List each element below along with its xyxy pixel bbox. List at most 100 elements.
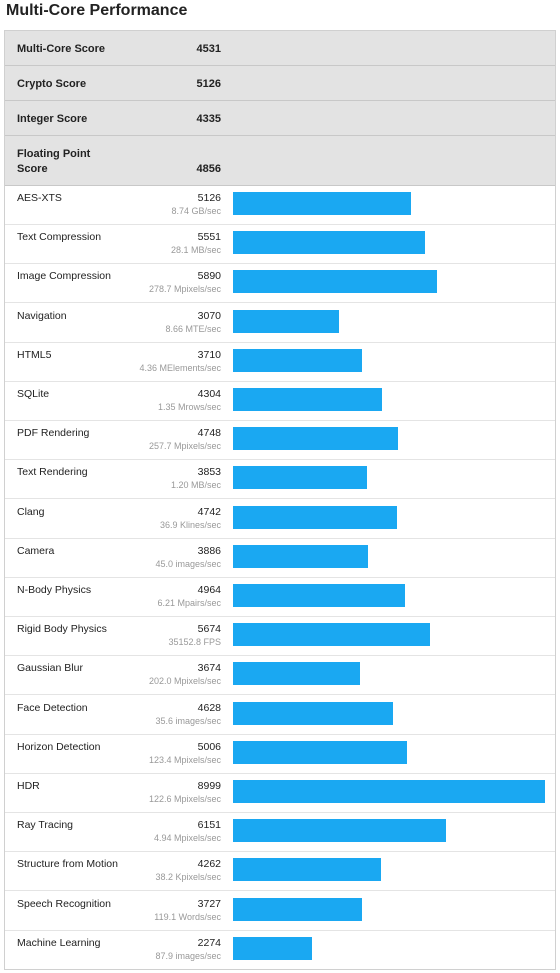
benchmark-score: 3886	[197, 544, 221, 557]
benchmark-row: Ray Tracing 6151 4.94 Mpixels/sec	[5, 813, 555, 853]
score-label: Multi-Core Score	[17, 43, 106, 55]
benchmark-name: Rigid Body Physics	[17, 623, 107, 636]
benchmark-name: Structure from Motion	[17, 858, 118, 871]
benchmark-row: Rigid Body Physics 5674 35152.8 FPS	[5, 617, 555, 657]
benchmark-rate: 35.6 images/sec	[155, 715, 221, 726]
benchmark-score: 4628	[197, 701, 221, 714]
multi-core-score-row: Multi-Core Score 4531	[5, 31, 555, 66]
benchmark-row: N-Body Physics 4964 6.21 Mpairs/sec	[5, 578, 555, 617]
score-value: 4335	[196, 113, 221, 125]
benchmark-row: Text Rendering 3853 1.20 MB/sec	[5, 460, 555, 500]
benchmark-rate: 8.74 GB/sec	[171, 206, 221, 216]
score-value: 4531	[196, 43, 221, 55]
benchmark-bar	[233, 544, 368, 568]
benchmark-score: 4748	[197, 427, 221, 440]
benchmark-row: AES-XTS 5126 8.74 GB/sec	[5, 186, 555, 225]
benchmark-score: 5674	[197, 623, 221, 636]
benchmark-bar	[233, 897, 362, 921]
benchmark-bar	[233, 466, 367, 490]
benchmark-score: 3853	[197, 466, 221, 479]
benchmark-bar	[233, 584, 405, 607]
benchmark-name: Clang	[17, 505, 45, 518]
benchmark-bar	[233, 780, 545, 803]
benchmark-rate: 122.6 Mpixels/sec	[148, 794, 221, 804]
benchmark-name: Navigation	[17, 309, 67, 322]
benchmark-name: PDF Rendering	[17, 427, 90, 440]
benchmark-rate: 4.94 Mpixels/sec	[153, 833, 221, 844]
page-title: Multi-Core Performance	[6, 2, 188, 19]
benchmark-bar	[233, 858, 381, 882]
benchmark-name: SQLite	[17, 388, 50, 400]
benchmark-name: N-Body Physics	[17, 584, 92, 596]
benchmark-bar	[233, 427, 398, 451]
benchmark-name: Ray Tracing	[17, 819, 74, 832]
benchmark-score: 3070	[197, 309, 221, 322]
benchmark-name: Image Compression	[17, 270, 111, 283]
integer-score-row: Integer Score 4335	[5, 101, 555, 136]
benchmark-bar	[233, 231, 425, 255]
benchmark-rate: 202.0 Mpixels/sec	[148, 676, 221, 687]
benchmark-name: Text Compression	[17, 231, 102, 244]
benchmark-bar	[233, 309, 339, 333]
benchmark-row: SQLite 4304 1.35 Mrows/sec	[5, 382, 555, 421]
benchmark-bar	[233, 270, 437, 294]
benchmark-rate: 1.20 MB/sec	[170, 480, 221, 491]
benchmark-score: 5551	[197, 231, 221, 244]
benchmark-rate: 8.66 MTE/sec	[165, 323, 221, 334]
benchmark-rate: 28.1 MB/sec	[170, 245, 221, 256]
benchmark-bar	[233, 623, 430, 647]
benchmark-score: 3727	[197, 897, 221, 910]
crypto-score-row: Crypto Score 5126	[5, 66, 555, 101]
results-panel: Multi-Core Score 4531 Crypto Score 5126 …	[4, 30, 556, 970]
benchmark-row: HTML5 3710 4.36 MElements/sec	[5, 343, 555, 382]
score-value: 4856	[196, 163, 221, 175]
benchmark-score: 5006	[197, 740, 221, 753]
benchmark-row: Clang 4742 36.9 Klines/sec	[5, 500, 555, 539]
score-label: Integer Score	[17, 113, 88, 125]
benchmark-rate: 1.35 Mrows/sec	[157, 402, 221, 412]
benchmark-score: 4262	[197, 858, 221, 871]
benchmark-rate: 278.7 Mpixels/sec	[148, 284, 221, 295]
benchmark-bar	[233, 348, 362, 372]
benchmark-name: Horizon Detection	[17, 740, 101, 753]
benchmark-row: Text Compression 5551 28.1 MB/sec	[5, 225, 555, 265]
benchmark-row: Camera 3886 45.0 images/sec	[5, 539, 555, 578]
benchmark-row: Structure from Motion 4262 38.2 Kpixels/se…	[5, 852, 555, 892]
benchmark-row: Machine Learning 2274 87.9 images/sec	[5, 931, 555, 969]
benchmark-row: Navigation 3070 8.66 MTE/sec	[5, 304, 555, 343]
benchmark-row: PDF Rendering 4748 257.7 Mpixels/sec	[5, 421, 555, 461]
benchmark-score: 4742	[197, 505, 221, 518]
benchmark-bar	[233, 505, 397, 529]
benchmark-name: HDR	[17, 780, 40, 792]
benchmark-score: 4304	[197, 388, 221, 400]
benchmark-bar	[233, 192, 411, 215]
benchmark-row: Gaussian Blur 3674 202.0 Mpixels/sec	[5, 656, 555, 696]
benchmark-name: Camera	[17, 544, 55, 557]
benchmark-name: Face Detection	[17, 701, 88, 714]
benchmark-score: 8999	[197, 780, 221, 792]
benchmark-name: Machine Learning	[17, 936, 101, 949]
benchmark-bar	[233, 701, 393, 725]
benchmark-score: 4964	[197, 584, 221, 596]
benchmark-rate: 38.2 Kpixels/sec	[155, 872, 221, 883]
benchmark-rate: 45.0 images/sec	[155, 558, 221, 569]
benchmark-bar	[233, 740, 407, 764]
benchmark-score: 2274	[197, 936, 221, 949]
benchmark-rate: 6.21 Mpairs/sec	[157, 598, 221, 608]
benchmark-score: 3710	[197, 348, 221, 361]
benchmark-rate: 35152.8 FPS	[168, 637, 221, 648]
benchmark-bar	[233, 819, 446, 843]
benchmark-score: 3674	[197, 662, 221, 675]
benchmark-rate: 123.4 Mpixels/sec	[148, 754, 221, 765]
benchmark-row: HDR 8999 122.6 Mpixels/sec	[5, 774, 555, 813]
benchmark-name: AES-XTS	[17, 192, 62, 204]
benchmark-score: 5890	[197, 270, 221, 283]
score-label: Crypto Score	[17, 78, 87, 90]
benchmark-score: 6151	[197, 819, 221, 832]
benchmark-rate: 87.9 images/sec	[155, 950, 221, 961]
benchmark-row: Horizon Detection 5006 123.4 Mpixels/sec	[5, 735, 555, 774]
benchmark-bar	[233, 388, 382, 411]
benchmark-rate: 36.9 Klines/sec	[159, 519, 221, 530]
benchmark-rate: 257.7 Mpixels/sec	[148, 441, 221, 452]
score-label: Floating Point Score	[17, 148, 91, 175]
